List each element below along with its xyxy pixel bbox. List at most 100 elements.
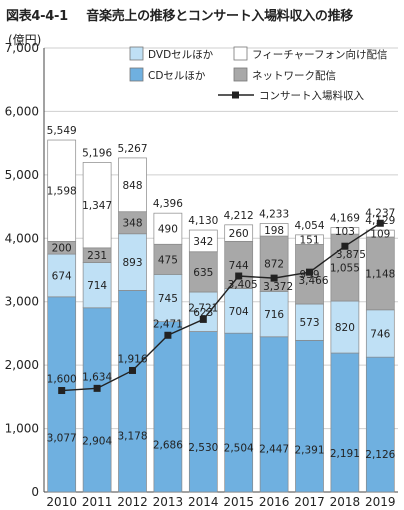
bar-segment [82,307,112,493]
data-label: 260 [229,228,249,240]
bar-segment [118,157,147,213]
legend-label: フィーチャーフォン向け配信 [252,48,388,61]
x-tick-label: 2013 [153,495,184,509]
legend-line-marker [232,91,239,99]
data-label: 3,178 [117,431,147,443]
y-tick-label: 6,000 [5,104,39,118]
data-label: 1,055 [330,263,360,275]
data-label: 746 [370,328,390,340]
x-tick-label: 2016 [259,495,290,509]
data-label: 745 [158,293,178,305]
total-label: 4,233 [259,209,289,221]
total-label: 5,196 [82,147,112,159]
data-label: 2,126 [365,449,395,461]
data-label: 342 [193,236,213,248]
bar-segment [47,253,77,298]
line-label: 4,237 [365,207,395,219]
bar-segment [330,227,360,235]
y-tick-label: 0 [31,485,39,499]
line-point [93,384,101,392]
chart-title-label: 図表4-4-1 [6,9,68,24]
bar-segment [365,229,395,238]
data-label: 848 [122,180,142,192]
data-label: 635 [193,267,213,279]
bar-segment [365,356,395,493]
bar-segment [259,291,289,338]
x-tick-label: 2010 [46,495,77,509]
data-label: 2,504 [224,443,254,455]
data-label: 3,077 [47,432,77,444]
legend-label: DVDセルほか [148,49,214,61]
data-label: 475 [158,254,178,266]
data-label: 2,191 [330,448,360,460]
line-point [376,219,384,227]
bar-segment [295,303,324,341]
legend-swatch [129,67,144,82]
bar-segment [295,339,324,493]
line-label: 3,875 [336,249,366,261]
line-point [199,315,207,323]
bar-segment [47,296,77,493]
data-label: 1,148 [365,268,395,280]
data-label: 2,686 [153,439,183,451]
data-label: 348 [122,218,142,230]
legend-swatch [233,46,248,61]
bar-segment [47,139,77,242]
line-label: 2,721 [188,302,218,314]
legend-swatch [129,46,144,61]
total-label: 4,130 [188,215,218,227]
line-point [306,268,313,276]
bar-segment [224,240,254,289]
x-tick-label: 2015 [223,495,254,509]
chart-title: 図表4-4-1 音楽売上の推移とコンサート入場料収入の推移 [6,5,353,24]
line-label: 3,466 [298,275,328,287]
x-tick-label: 2012 [117,495,148,509]
data-label: 674 [52,270,72,282]
y-tick-label: 5,000 [5,168,39,182]
bar-segment [365,309,395,358]
legend-label: CDセルほか [148,70,206,82]
total-label: 4,212 [224,210,254,222]
line-point [341,242,349,250]
chart-title-text: 音楽売上の推移とコンサート入場料収入の推移 [86,9,353,24]
bar-segment [259,336,289,493]
data-label: 151 [299,235,319,247]
bar-segment [188,331,218,493]
data-label: 2,904 [82,435,112,447]
legend-label: コンサート入場料収入 [259,89,364,102]
total-label: 4,396 [153,198,183,210]
x-tick-label: 2018 [330,495,361,509]
bar-segment [259,223,289,237]
bar-segment [188,291,218,332]
data-label: 744 [229,260,249,272]
legend-label: ネットワーク配信 [252,70,336,82]
bar-segment [153,274,183,322]
data-label: 200 [52,243,72,255]
line-point [164,331,172,339]
data-label: 2,447 [259,444,289,456]
y-tick-label: 2,000 [5,358,39,372]
data-label: 714 [87,280,107,292]
y-axis-unit-label: (億円) [8,33,41,47]
data-label: 109 [370,229,390,241]
data-label: 103 [335,226,355,238]
data-label: 573 [299,317,319,329]
line-point [58,387,66,395]
line-point [235,272,243,280]
bar-segment [330,300,360,354]
data-label: 623 [193,307,213,319]
bar-segment [224,224,254,242]
bar-segment [295,234,324,245]
bar-segment [259,235,289,292]
bar-segment [118,233,147,291]
data-label: 198 [264,225,284,237]
bar-segment [365,236,395,311]
data-label: 716 [264,309,284,321]
line-label: 2,471 [153,318,183,330]
data-label: 231 [87,250,107,262]
x-tick-label: 2014 [188,495,219,509]
line-point [270,274,278,282]
y-tick-label: 1,000 [5,422,39,436]
total-label: 4,169 [330,213,360,225]
